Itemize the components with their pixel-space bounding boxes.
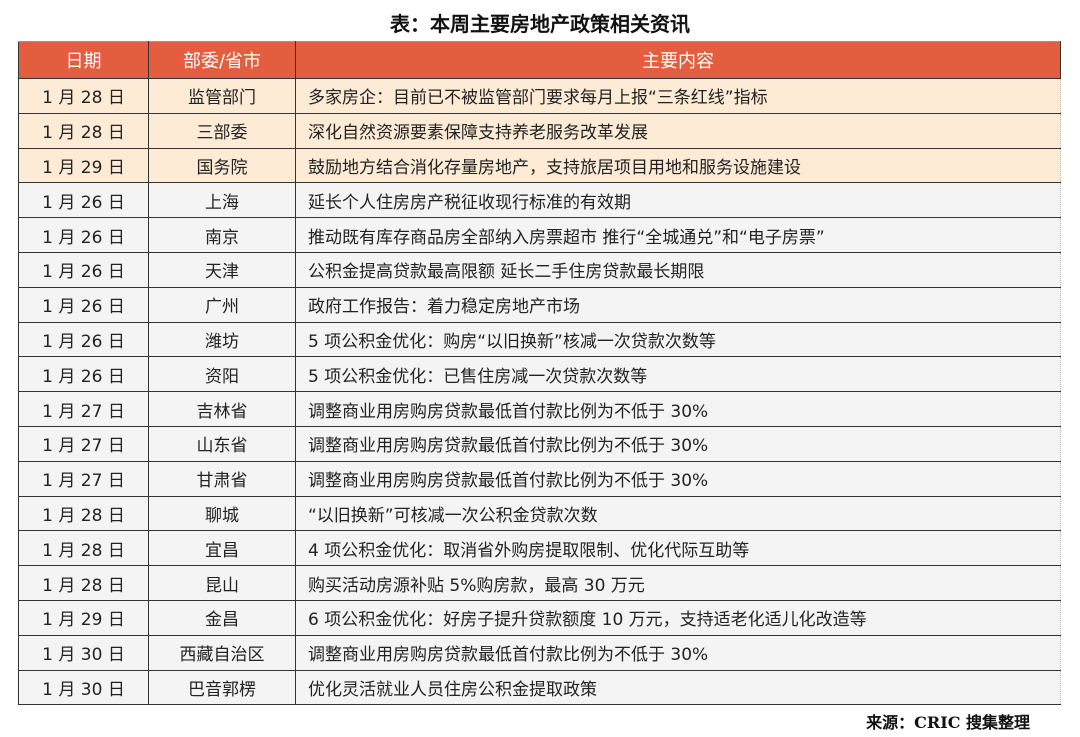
table-row: 1 月 27 日甘肃省 调整商业用房购房贷款最低首付款比例为不低于 30% [18, 461, 1061, 497]
cell-org: 聊城 [148, 496, 296, 532]
table-row: 1 月 28 日昆山 购买活动房源补贴 5%购房款，最高 30 万元 [18, 565, 1061, 601]
cell-org: 金昌 [148, 600, 296, 636]
table-header: 日期 部委/省市 主要内容 [18, 41, 1061, 79]
cell-content: 推动既有库存商品房全部纳入房票超市 推行“全城通兑”和“电子房票” [295, 217, 1061, 253]
cell-date: 1 月 26 日 [18, 217, 149, 253]
cell-date: 1 月 26 日 [18, 287, 149, 323]
cell-content: 5 项公积金优化：购房“以旧换新”核减一次贷款次数等 [295, 322, 1061, 358]
cell-content: “以旧换新”可核减一次公积金贷款次数 [295, 496, 1061, 532]
cell-org: 昆山 [148, 565, 296, 601]
cell-content: 公积金提高贷款最高限额 延长二手住房贷款最长期限 [295, 252, 1061, 288]
cell-content: 政府工作报告：着力稳定房地产市场 [295, 287, 1061, 323]
cell-date: 1 月 26 日 [18, 356, 149, 393]
table-row: 1 月 26 日潍坊 5 项公积金优化：购房“以旧换新”核减一次贷款次数等 [18, 322, 1061, 358]
cell-date: 1 月 29 日 [18, 148, 149, 184]
cell-content: 调整商业用房购房贷款最低首付款比例为不低于 30% [295, 635, 1061, 671]
cell-content: 延长个人住房房产税征收现行标准的有效期 [295, 182, 1061, 219]
header-date: 日期 [18, 41, 149, 79]
cell-org: 天津 [148, 252, 296, 288]
cell-content: 深化自然资源要素保障支持养老服务改革发展 [295, 113, 1061, 149]
cell-date: 1 月 30 日 [18, 635, 149, 671]
cell-org: 吉林省 [148, 391, 296, 427]
cell-content: 多家房企：目前已不被监管部门要求每月上报“三条红线”指标 [295, 78, 1061, 114]
cell-org: 广州 [148, 287, 296, 323]
table-row: 1 月 28 日监管部门 多家房企：目前已不被监管部门要求每月上报“三条红线”指标 [18, 78, 1061, 114]
cell-content: 购买活动房源补贴 5%购房款，最高 30 万元 [295, 565, 1061, 601]
cell-org: 宜昌 [148, 530, 296, 567]
table-row: 1 月 30 日西藏自治区 调整商业用房购房贷款最低首付款比例为不低于 30% [18, 635, 1061, 671]
table-row: 1 月 28 日聊城 “以旧换新”可核减一次公积金贷款次数 [18, 496, 1061, 532]
cell-org: 山东省 [148, 426, 296, 462]
table-row: 1 月 28 日宜昌 4 项公积金优化：取消省外购房提取限制、优化代际互助等 [18, 530, 1061, 567]
policy-table: 日期 部委/省市 主要内容 1 月 28 日监管部门 多家房企：目前已不被监管部门… [18, 41, 1061, 706]
table-row: 1 月 26 日广州 政府工作报告：着力稳定房地产市场 [18, 287, 1061, 323]
cell-content: 调整商业用房购房贷款最低首付款比例为不低于 30% [295, 391, 1061, 427]
table-title: 表：本周主要房地产政策相关资讯 [390, 12, 690, 36]
header-content: 主要内容 [295, 41, 1061, 79]
table-row: 1 月 29 日金昌 6 项公积金优化：好房子提升贷款额度 10 万元，支持适老化… [18, 600, 1061, 636]
cell-content: 5 项公积金优化：已售住房减一次贷款次数等 [295, 356, 1061, 393]
cell-content: 调整商业用房购房贷款最低首付款比例为不低于 30% [295, 426, 1061, 462]
cell-date: 1 月 28 日 [18, 530, 149, 567]
table-row: 1 月 26 日天津 公积金提高贷款最高限额 延长二手住房贷款最长期限 [18, 252, 1061, 288]
table-row: 1 月 26 日资阳 5 项公积金优化：已售住房减一次贷款次数等 [18, 356, 1061, 393]
cell-content: 优化灵活就业人员住房公积金提取政策 [295, 670, 1061, 706]
cell-date: 1 月 26 日 [18, 252, 149, 288]
table-row: 1 月 26 日南京 推动既有库存商品房全部纳入房票超市 推行“全城通兑”和“电子… [18, 217, 1061, 253]
cell-date: 1 月 28 日 [18, 78, 149, 114]
cell-content: 4 项公积金优化：取消省外购房提取限制、优化代际互助等 [295, 530, 1061, 567]
cell-org: 上海 [148, 182, 296, 219]
cell-org: 西藏自治区 [148, 635, 296, 671]
table-row: 1 月 27 日山东省 调整商业用房购房贷款最低首付款比例为不低于 30% [18, 426, 1061, 462]
cell-content: 调整商业用房购房贷款最低首付款比例为不低于 30% [295, 461, 1061, 497]
cell-date: 1 月 28 日 [18, 565, 149, 601]
table-row: 1 月 29 日国务院 鼓励地方结合消化存量房地产，支持旅居项目用地和服务设施建设 [18, 148, 1061, 184]
table-row: 1 月 27 日吉林省 调整商业用房购房贷款最低首付款比例为不低于 30% [18, 391, 1061, 427]
cell-date: 1 月 27 日 [18, 461, 149, 497]
table-row: 1 月 28 日三部委 深化自然资源要素保障支持养老服务改革发展 [18, 113, 1061, 149]
cell-date: 1 月 28 日 [18, 113, 149, 149]
cell-date: 1 月 27 日 [18, 391, 149, 427]
table-row: 1 月 30 日巴音郭楞 优化灵活就业人员住房公积金提取政策 [18, 670, 1061, 706]
cell-date: 1 月 30 日 [18, 670, 149, 706]
cell-org: 国务院 [148, 148, 296, 184]
table-row: 1 月 26 日上海 延长个人住房房产税征收现行标准的有效期 [18, 182, 1061, 219]
cell-org: 巴音郭楞 [148, 670, 296, 706]
cell-date: 1 月 27 日 [18, 426, 149, 462]
cell-org: 三部委 [148, 113, 296, 149]
cell-org: 监管部门 [148, 78, 296, 114]
cell-date: 1 月 28 日 [18, 496, 149, 532]
cell-content: 鼓励地方结合消化存量房地产，支持旅居项目用地和服务设施建设 [295, 148, 1061, 184]
cell-content: 6 项公积金优化：好房子提升贷款额度 10 万元，支持适老化适儿化改造等 [295, 600, 1061, 636]
cell-org: 资阳 [148, 356, 296, 393]
header-org: 部委/省市 [148, 41, 296, 79]
cell-org: 潍坊 [148, 322, 296, 358]
cell-date: 1 月 26 日 [18, 182, 149, 219]
cell-date: 1 月 29 日 [18, 600, 149, 636]
source-note: 来源：CRIC 搜集整理 [866, 713, 1030, 732]
cell-org: 南京 [148, 217, 296, 253]
cell-date: 1 月 26 日 [18, 322, 149, 358]
cell-org: 甘肃省 [148, 461, 296, 497]
